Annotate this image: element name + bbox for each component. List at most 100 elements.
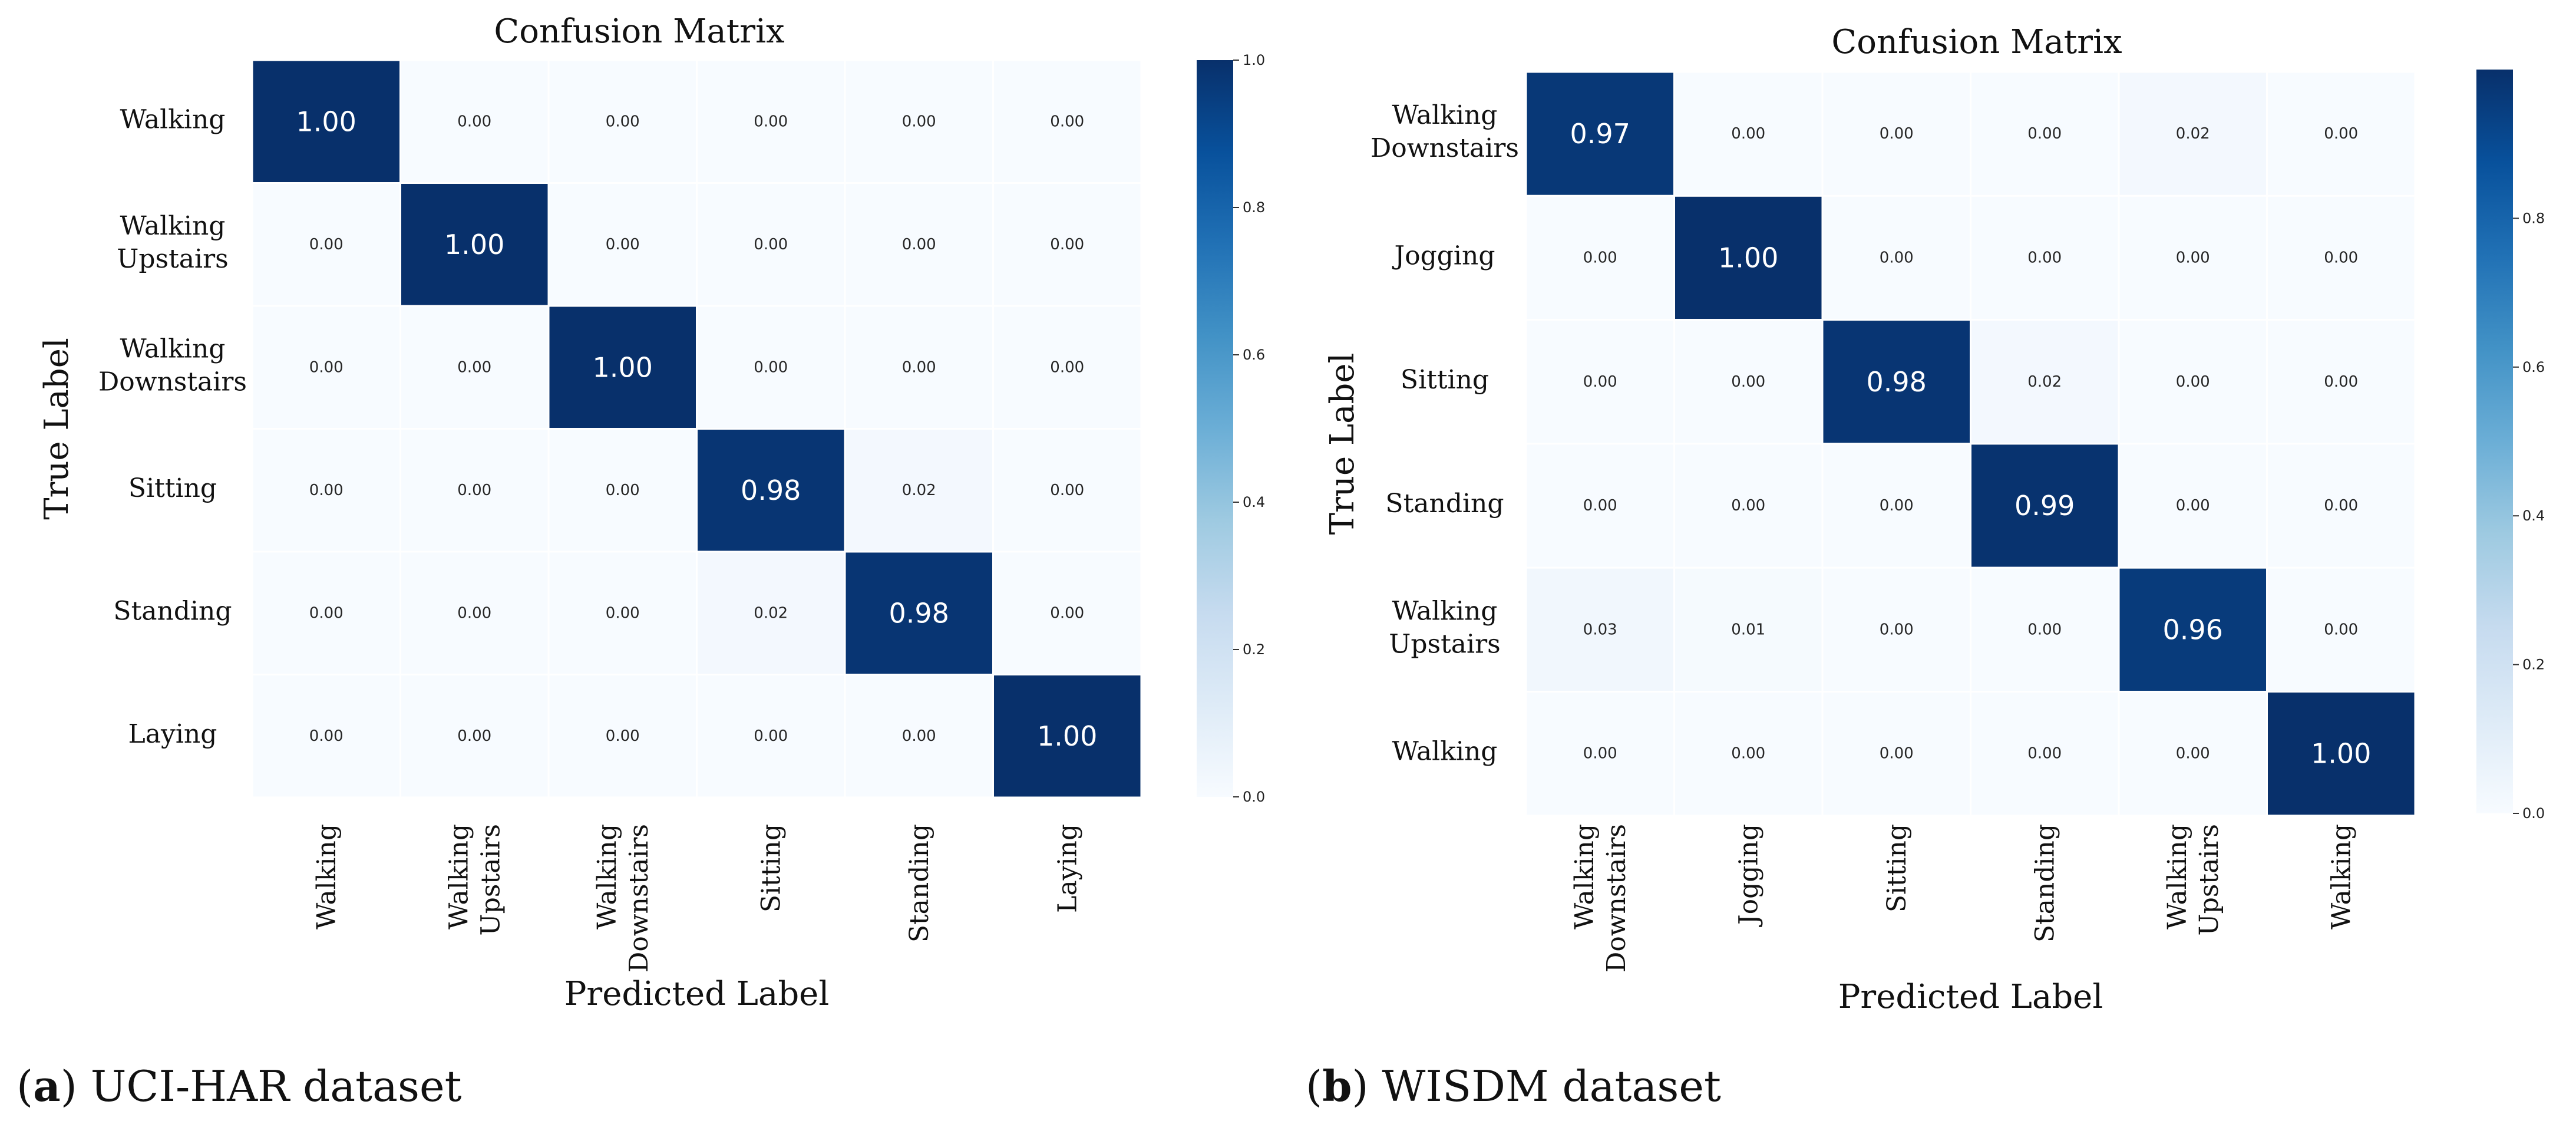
x-tick-label: WalkingDownstairs [592, 824, 654, 973]
cell-value-label: 0.00 [309, 727, 344, 745]
heatmap-cell-r3-c3 [1970, 443, 2120, 569]
heatmap-cell-r0-c4 [844, 59, 994, 184]
heatmap-cell-r5-c2 [1821, 691, 1971, 817]
cell-value-label: 0.00 [1731, 125, 1765, 143]
heatmap-cell-r4-c1 [1673, 566, 1824, 693]
heatmap-cell-r5-c0 [251, 674, 401, 799]
y-axis-label: True Label [1323, 353, 1362, 535]
cell-value-label: 0.00 [1731, 497, 1765, 515]
caption-b: (b) WISDM dataset [1306, 1061, 1721, 1111]
heatmap-cell-r5-c4 [844, 674, 994, 799]
cell-value-label: 0.00 [309, 604, 344, 622]
heatmap-cell-r2-c3 [696, 305, 846, 430]
heatmap-cell-r0-c5 [2266, 71, 2416, 197]
y-tick-label: Jogging [1392, 240, 1495, 271]
cell-value-label: 0.00 [309, 358, 344, 376]
cell-value-label: 0.00 [1880, 125, 1914, 143]
colorbar-tick-label: 0.6 [1243, 347, 1265, 363]
heatmap-cell-r2-c3 [1970, 319, 2120, 445]
cell-value-label: 0.00 [1050, 236, 1084, 253]
x-tick-label: WalkingDownstairs [1570, 824, 1632, 973]
heatmap-cell-r3-c3 [696, 428, 846, 553]
y-tick-label: Sitting [128, 473, 217, 503]
cell-value-label: 0.00 [1880, 745, 1914, 763]
heatmap-cell-r5-c0 [1525, 691, 1675, 817]
x-tick-label-group: Walking [312, 824, 342, 929]
x-tick-label: Sitting [756, 824, 786, 912]
cell-value-label: 0.96 [2163, 614, 2223, 645]
colorbar-tick-label: 0.2 [1243, 641, 1265, 658]
heatmap-cell-r2-c4 [2118, 319, 2268, 445]
heatmap-cell-r3-c2 [1821, 443, 1971, 569]
cell-value-label: 0.02 [2176, 125, 2210, 143]
x-tick-label-group: WalkingDownstairs [592, 824, 654, 973]
heatmap-cell-r2-c5 [992, 305, 1142, 430]
cell-value-label: 0.00 [606, 236, 640, 253]
cell-value-label: 0.00 [606, 113, 640, 130]
cell-value-label: 0.00 [606, 604, 640, 622]
x-tick-label: Jogging [1733, 824, 1763, 927]
cell-value-label: 0.97 [1570, 118, 1630, 150]
caption-b-text: WISDM dataset [1382, 1062, 1721, 1111]
x-tick-label: Walking [2326, 824, 2356, 929]
heatmap-cell-r5-c4 [2118, 691, 2268, 817]
cell-value-label: 0.00 [2324, 621, 2358, 638]
y-axis-label-group: True Label [38, 338, 76, 520]
cell-value-label: 0.00 [2027, 745, 2062, 763]
colorbar [2476, 70, 2513, 813]
heatmap-cell-r5-c5 [992, 674, 1142, 799]
colorbar-tick-label: 0.8 [2522, 210, 2545, 226]
cell-value-label: 0.00 [457, 113, 491, 130]
colorbar-tick-label: 0.6 [2522, 359, 2545, 375]
cell-value-label: 0.00 [2176, 373, 2210, 391]
cell-value-label: 0.00 [2176, 249, 2210, 266]
colorbar-tick-label: 0.2 [2522, 657, 2545, 673]
cell-value-label: 0.98 [741, 474, 801, 506]
heatmap-cell-r3-c4 [844, 428, 994, 553]
cell-value-label: 1.00 [1037, 720, 1097, 752]
heatmap-cell-r3-c5 [2266, 443, 2416, 569]
cell-value-label: 0.00 [2324, 373, 2358, 391]
cell-value-label: 0.00 [902, 727, 936, 745]
caption-a: (a) UCI-HAR dataset [16, 1061, 462, 1111]
heatmap-cell-r1-c3 [696, 182, 846, 307]
cell-value-label: 0.00 [754, 358, 788, 376]
heatmap-cell-r0-c3 [1970, 71, 2120, 197]
cell-value-label: 0.98 [889, 597, 949, 629]
x-tick-label-group: Standing [904, 824, 934, 942]
heatmap-cell-r0-c3 [696, 59, 846, 184]
x-tick-label: WalkingUpstairs [2162, 824, 2224, 935]
heatmap-cell-r1-c0 [1525, 195, 1675, 321]
x-tick-label-group: Walking [2326, 824, 2356, 929]
x-tick-label-group: Sitting [756, 824, 786, 912]
cell-value-label: 0.00 [1731, 745, 1765, 763]
heatmap-cell-r3-c1 [399, 428, 550, 553]
cell-value-label: 0.00 [1880, 497, 1914, 515]
cell-value-label: 0.00 [2027, 621, 2062, 638]
cell-value-label: 0.00 [1050, 113, 1084, 130]
heatmap-cell-r5-c3 [696, 674, 846, 799]
cell-value-label: 1.00 [296, 106, 356, 137]
heatmap-cell-r0-c1 [1673, 71, 1824, 197]
cell-value-label: 0.00 [1583, 373, 1617, 391]
y-tick-label: Walking Upstairs [1389, 596, 1500, 659]
cell-value-label: 0.00 [754, 113, 788, 130]
x-tick-label-group: WalkingDownstairs [1570, 824, 1632, 973]
x-tick-label-group: Jogging [1733, 824, 1763, 927]
heatmap-cell-r1-c5 [2266, 195, 2416, 321]
cell-value-label: 0.00 [457, 482, 491, 499]
cell-value-label: 0.00 [2176, 497, 2210, 515]
heatmap-cell-r4-c5 [2266, 566, 2416, 693]
heatmap-cell-r0-c5 [992, 59, 1142, 184]
cell-value-label: 0.00 [1050, 358, 1084, 376]
y-tick-label: Walking Downstairs [1370, 100, 1519, 163]
colorbar-tick-label: 1.0 [1243, 52, 1265, 68]
x-tick-label-group: WalkingUpstairs [2162, 824, 2224, 935]
heatmap-cell-r1-c5 [992, 182, 1142, 307]
x-tick-label-group: Laying [1052, 824, 1082, 913]
x-axis-label: Predicted Label [564, 975, 829, 1013]
cell-value-label: 0.00 [902, 113, 936, 130]
cell-value-label: 0.00 [1880, 621, 1914, 638]
